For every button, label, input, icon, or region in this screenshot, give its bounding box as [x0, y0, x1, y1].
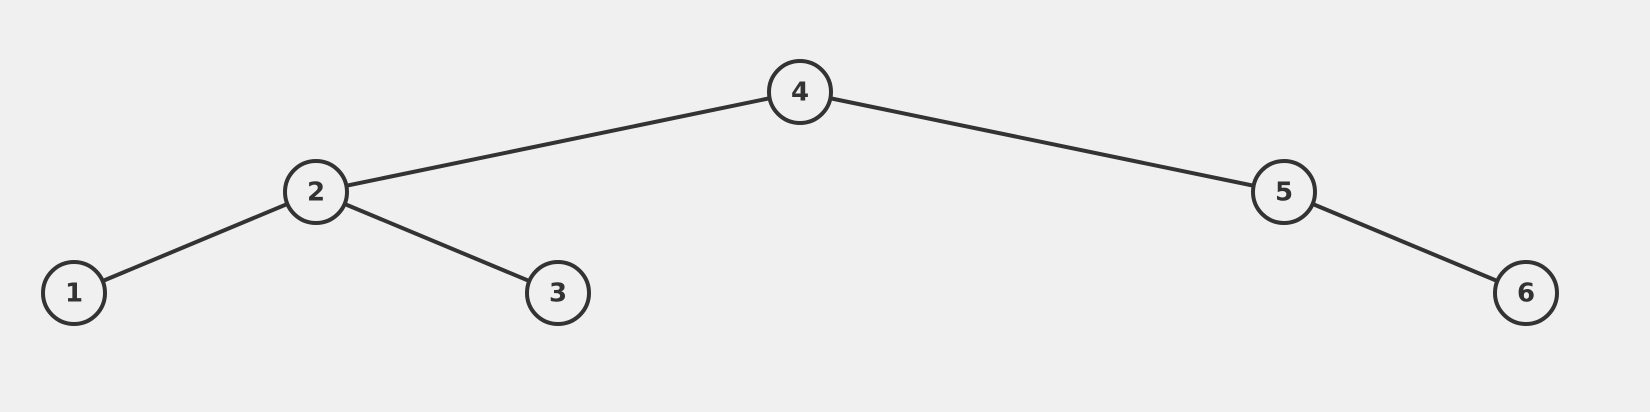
node-label: 3: [549, 279, 567, 309]
edge-4-5: [798, 90, 1286, 194]
node-label: 2: [307, 178, 325, 208]
node-label: 6: [1517, 279, 1535, 309]
tree-node-5: 5: [1251, 159, 1317, 225]
node-circle: [1251, 159, 1317, 225]
node-label: 5: [1275, 178, 1293, 208]
edge-5-6: [1282, 190, 1528, 295]
node-label: 4: [791, 78, 809, 108]
node-label: 1: [65, 279, 83, 309]
tree-node-6: 6: [1493, 260, 1559, 326]
edge-2-3: [314, 190, 560, 295]
tree-node-2: 2: [283, 159, 349, 225]
node-circle: [767, 59, 833, 125]
node-circle: [41, 260, 107, 326]
edge-2-1: [72, 190, 318, 295]
tree-node-1: 1: [41, 260, 107, 326]
tree-node-4: 4: [767, 59, 833, 125]
node-circle: [1493, 260, 1559, 326]
edge-4-2: [314, 90, 802, 194]
node-circle: [283, 159, 349, 225]
tree-edges: [72, 90, 1528, 295]
tree-node-3: 3: [525, 260, 591, 326]
tree-nodes: 4 2 5 1 3 6: [41, 59, 1559, 326]
node-circle: [525, 260, 591, 326]
